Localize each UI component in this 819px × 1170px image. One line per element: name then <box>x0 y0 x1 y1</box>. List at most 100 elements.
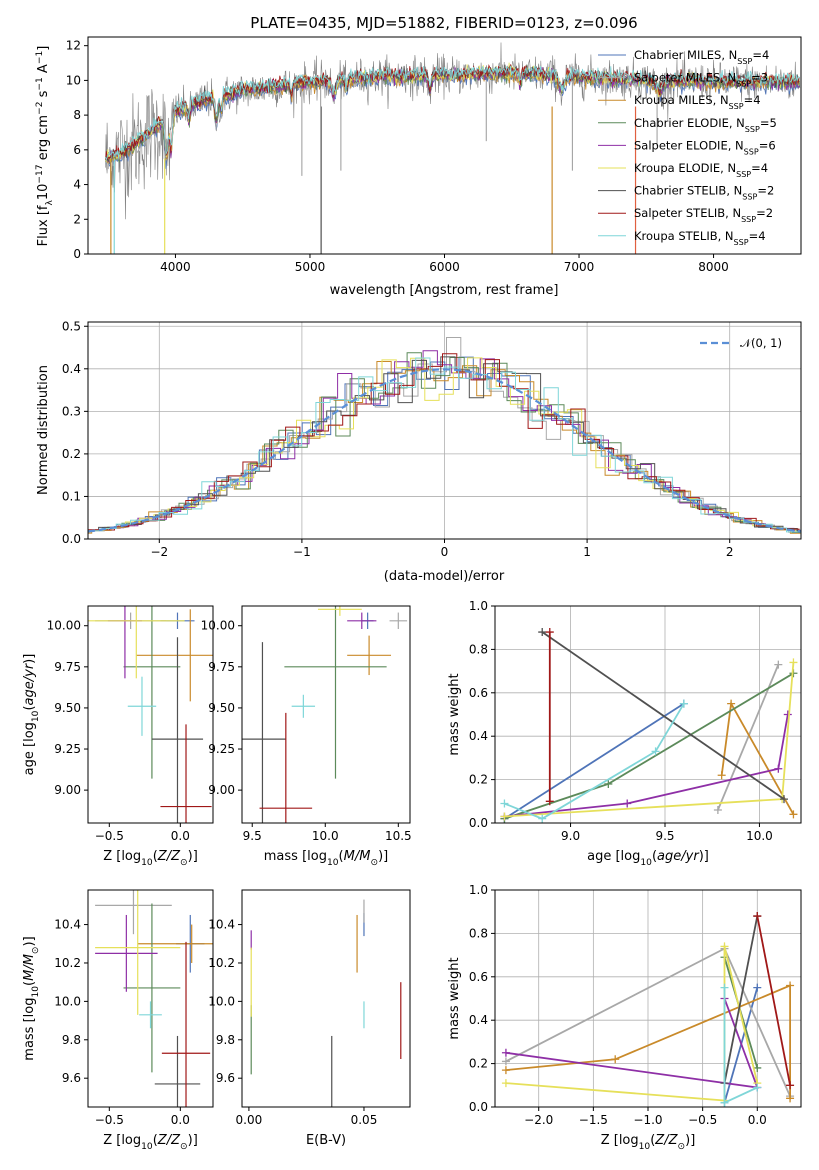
x-tick-label: 8000 <box>698 260 729 274</box>
weight-marker <box>774 764 783 773</box>
x-tick-label: 0.00 <box>236 1113 263 1127</box>
x-tick-label: −1.0 <box>633 1113 662 1127</box>
y-tick-label: 9.00 <box>54 783 81 797</box>
parameter-panels: −0.5 0.0 9.00 9.25 9.50 9.75 10.00 Z [log10(Z/Z… <box>22 599 802 1152</box>
weight-marker <box>786 981 795 990</box>
weight-marker <box>501 1079 510 1088</box>
weight-marker <box>780 795 788 804</box>
x-tick-label: 1 <box>583 545 591 559</box>
spectrum-legend: Chabrier MILES, NSSP=4 Salpeter MILES, NS… <box>598 48 777 246</box>
y-tick-label: 9.25 <box>208 742 235 756</box>
weight-marker <box>538 814 547 823</box>
y-tick-label: 10.2 <box>208 956 235 970</box>
axes-frame <box>241 889 411 1108</box>
weight-marker <box>789 810 798 819</box>
weight_vs_age-plot-area <box>500 628 798 823</box>
y-tick-label: 0.4 <box>469 729 488 743</box>
x-tick-label: −0.5 <box>95 1113 124 1127</box>
y-tick-label: 0.1 <box>62 489 81 503</box>
x-tick-label: −2 <box>150 545 168 559</box>
x-axis-label: Z [log10(Z/Z⊙)] <box>103 1133 198 1152</box>
weight-marker <box>720 1098 729 1107</box>
x-tick-label: 6000 <box>429 260 460 274</box>
axes-frame <box>494 605 802 824</box>
normal-curve <box>88 368 801 533</box>
weight_vs_age-axes <box>495 605 801 824</box>
x-tick-label: 0 <box>441 545 449 559</box>
mass_vs_Z-plot-area <box>95 890 213 1107</box>
x-axis-label: (data-model)/error <box>384 569 505 584</box>
weight-marker <box>753 1083 762 1092</box>
weight-marker <box>611 1055 620 1064</box>
legend-label: 𝒩(0, 1) <box>740 336 782 350</box>
x-tick-label: 10.0 <box>746 829 773 843</box>
y-tick-label: 9.50 <box>54 701 81 715</box>
y-tick-label: 9.25 <box>54 742 81 756</box>
weight-marker <box>717 771 726 780</box>
x-axis-label: mass [log10(M/M⊙)] <box>264 849 388 868</box>
y-tick-label: 0.8 <box>469 642 488 656</box>
spectrum-frame: 4000 5000 6000 7000 8000 0 2 4 6 8 10 12 wavelength … <box>35 36 802 298</box>
weight-line <box>504 714 789 818</box>
weight_vs_age-frame: 9.0 9.5 10.0 0.0 0.2 0.4 0.6 0.8 1.0 age [log10(a… <box>447 599 802 868</box>
weight_vs_Z-axes <box>495 889 801 1108</box>
weight-marker <box>501 1048 510 1057</box>
y-tick-label: 12 <box>66 39 81 53</box>
weight-marker <box>753 912 762 921</box>
weight-marker <box>786 1094 795 1103</box>
y-tick-label: 0.4 <box>469 1013 488 1027</box>
y-tick-label: 10.2 <box>54 956 81 970</box>
weight-marker <box>753 983 762 992</box>
weight-marker <box>720 942 729 951</box>
weight-marker <box>651 747 660 756</box>
weight-marker <box>623 799 632 808</box>
residual-histogram <box>88 357 801 534</box>
weight-line <box>504 703 685 820</box>
age_vs_mass-plot-area <box>242 606 408 823</box>
legend-label: Salpeter STELIB, NSSP=2 <box>634 206 773 224</box>
weight-marker <box>786 1081 795 1090</box>
x-tick-label: 7000 <box>564 260 595 274</box>
y-tick-label: 10.00 <box>47 619 81 633</box>
x-tick-label: 5000 <box>295 260 326 274</box>
weight_vs_Z-plot-area <box>501 912 795 1107</box>
x-tick-label: 0.0 <box>171 1113 190 1127</box>
x-tick-label: 0.05 <box>351 1113 378 1127</box>
spectrum-plot-area <box>105 42 801 254</box>
y-tick-label: 0 <box>73 247 81 261</box>
x-tick-label: −0.5 <box>688 1113 717 1127</box>
y-tick-label: 0.5 <box>62 319 81 333</box>
mass_vs_EBV-axes <box>250 899 402 1107</box>
age_vs_Z-axes <box>88 606 213 823</box>
weight-marker <box>713 805 722 814</box>
axes-frame <box>87 889 214 1108</box>
y-tick-label: 9.8 <box>62 1033 81 1047</box>
weight-marker <box>774 660 783 669</box>
x-axis-label: Z [log10(Z/Z⊙)] <box>601 1133 696 1152</box>
y-tick-label: 0.2 <box>62 447 81 461</box>
weight-line <box>504 672 794 820</box>
x-tick-label: 0.0 <box>171 829 190 843</box>
axes-frame <box>241 605 411 824</box>
y-tick-label: 1.0 <box>469 883 488 897</box>
y-tick-label: 0.2 <box>469 1057 488 1071</box>
y-tick-label: 10.4 <box>54 918 81 932</box>
age_vs_Z-plot-area <box>88 606 213 823</box>
x-tick-label: 10.0 <box>312 829 339 843</box>
weight-marker <box>501 1057 510 1066</box>
weight-marker <box>500 799 509 808</box>
x-tick-label: −0.5 <box>95 829 124 843</box>
x-tick-label: 9.0 <box>561 829 580 843</box>
mass_vs_Z-axes <box>95 890 213 1107</box>
residual-histogram <box>88 353 801 533</box>
x-tick-label: 9.5 <box>655 829 674 843</box>
weight-line <box>504 662 795 818</box>
residuals-axes <box>88 322 801 540</box>
y-tick-label: 0.6 <box>469 970 488 984</box>
age_vs_mass-axes <box>242 606 408 823</box>
axes-frame <box>87 605 214 824</box>
y-tick-label: 10.4 <box>208 918 235 932</box>
y-tick-label: 4 <box>73 178 81 192</box>
residual-histogram <box>88 361 801 534</box>
y-axis-label: mass weight <box>447 673 462 755</box>
